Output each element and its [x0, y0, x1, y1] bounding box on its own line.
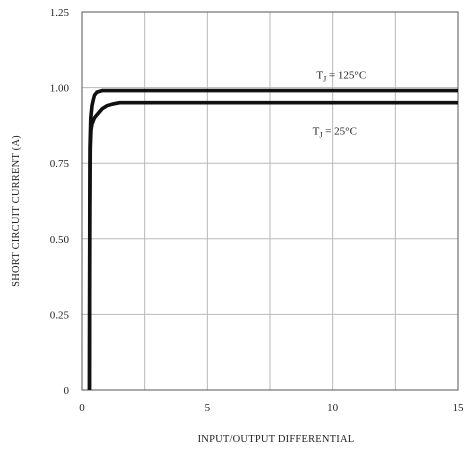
x-tick-label-0: 0	[79, 402, 85, 414]
plot-frame	[81, 11, 459, 391]
x-tick-label-6: 15	[453, 402, 465, 414]
series-annotations: TJ = 125°C TJ = 25°C	[313, 70, 367, 140]
series-label-0: TJ = 125°C	[316, 70, 366, 84]
y-tick-label-5: 1.25	[50, 7, 70, 19]
y-axis-title: SHORT CIRCUIT CURRENT (A)	[11, 135, 22, 287]
y-tick-label-0: 0	[64, 385, 70, 397]
tick-labels: 0 5 10 15 0 0.25 0.50 0.75 1.00 1.25	[50, 7, 464, 414]
x-axis-title: INPUT/OUTPUT DIFFERENTIAL	[198, 434, 355, 445]
series-line-0	[87, 88, 458, 391]
y-tick-label-3: 0.75	[50, 158, 70, 170]
series-label-1: TJ = 25°C	[313, 125, 357, 139]
series-line-1	[87, 100, 458, 391]
x-tick-label-4: 10	[327, 402, 339, 414]
y-tick-label-4: 1.00	[50, 83, 70, 95]
series-layer	[87, 88, 458, 391]
gridlines	[82, 12, 458, 390]
x-tick-label-2: 5	[205, 402, 211, 414]
y-tick-label-2: 0.50	[50, 234, 70, 246]
y-tick-label-1: 0.25	[50, 309, 70, 321]
